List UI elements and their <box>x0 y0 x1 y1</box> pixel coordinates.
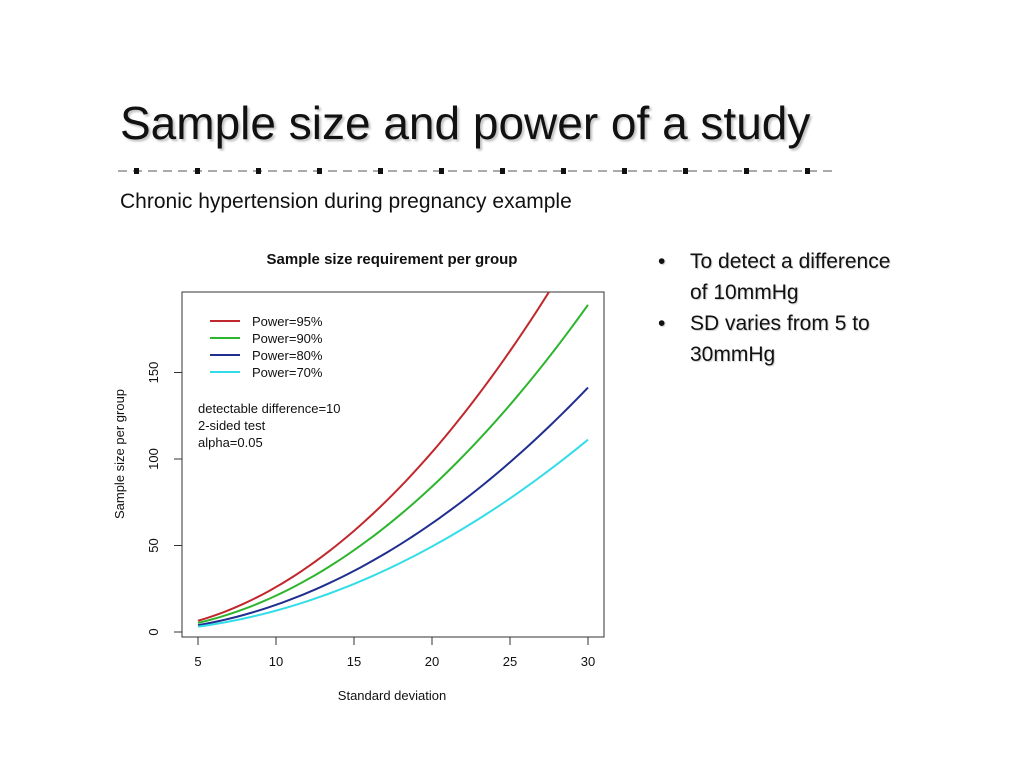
legend: Power=95% Power=90% Power=80% Power=70% <box>210 314 323 380</box>
x-tick-label: 20 <box>425 654 439 669</box>
x-tick-label: 15 <box>347 654 361 669</box>
x-tick-label: 25 <box>503 654 517 669</box>
series-line <box>197 438 589 628</box>
bullet-item: To detect a difference of 10mmHg <box>656 246 906 308</box>
series-line <box>197 386 589 627</box>
divider-marker <box>500 168 505 174</box>
y-tick-label: 50 <box>146 538 161 552</box>
legend-label: Power=95% <box>252 314 323 329</box>
divider-marker <box>805 168 810 174</box>
x-axis-label: Standard deviation <box>338 688 446 703</box>
y-axis-label: Sample size per group <box>112 389 127 519</box>
chart-annotations: detectable difference=10 2-sided test alph… <box>198 401 341 450</box>
divider-marker <box>439 168 444 174</box>
annotation-text: alpha=0.05 <box>198 435 263 450</box>
divider-marker <box>561 168 566 174</box>
divider-marker <box>256 168 261 174</box>
divider-marker <box>744 168 749 174</box>
x-tick-label: 10 <box>269 654 283 669</box>
divider-marker <box>317 168 322 174</box>
y-tick-label: 100 <box>146 448 161 470</box>
series-lines <box>197 292 589 628</box>
divider-marker <box>683 168 688 174</box>
title-divider <box>118 168 838 174</box>
slide-subtitle: Chronic hypertension during pregnancy ex… <box>120 190 572 213</box>
series-line <box>197 304 589 624</box>
sample-size-chart: Sample size requirement per group 5 10 15 2… <box>112 251 605 703</box>
legend-label: Power=70% <box>252 365 323 380</box>
y-tick-label: 0 <box>146 628 161 635</box>
y-tick-label: 150 <box>146 362 161 384</box>
bullet-item: SD varies from 5 to 30mmHg <box>656 308 906 370</box>
legend-label: Power=90% <box>252 331 323 346</box>
slide-title: Sample size and power of a study <box>120 97 811 149</box>
x-tick-label: 30 <box>581 654 595 669</box>
annotation-text: detectable difference=10 <box>198 401 341 416</box>
divider-marker <box>195 168 200 174</box>
legend-label: Power=80% <box>252 348 323 363</box>
divider-marker <box>134 168 139 174</box>
chart-title: Sample size requirement per group <box>267 251 518 268</box>
divider-marker <box>378 168 383 174</box>
divider-marker <box>622 168 627 174</box>
y-axis: 0 50 100 150 <box>146 362 183 636</box>
annotation-text: 2-sided test <box>198 418 266 433</box>
x-axis: 5 10 15 20 25 30 <box>194 636 595 669</box>
series-line <box>197 292 551 622</box>
bullet-list: To detect a difference of 10mmHg SD vari… <box>656 246 906 370</box>
plot-frame <box>181 291 605 638</box>
x-tick-label: 5 <box>194 654 201 669</box>
